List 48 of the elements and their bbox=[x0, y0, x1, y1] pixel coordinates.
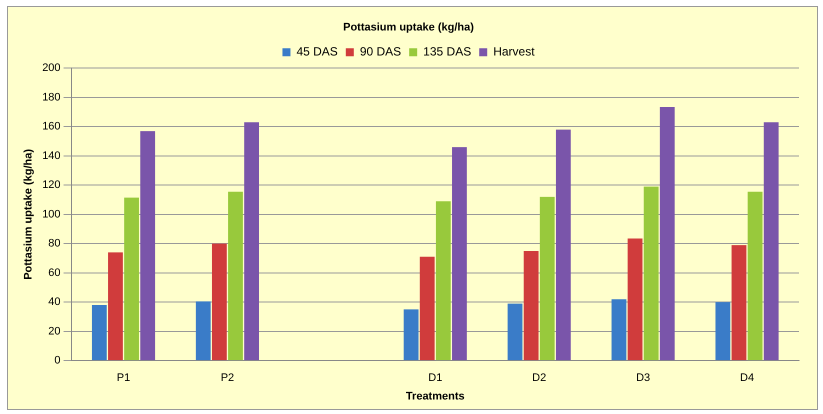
y-tick-label: 100 bbox=[42, 208, 61, 220]
y-tick-label: 0 bbox=[54, 354, 61, 367]
y-tick-label: 180 bbox=[42, 91, 61, 104]
y-tick-label: 200 bbox=[42, 62, 61, 74]
y-tick-label: 120 bbox=[42, 179, 61, 192]
bar bbox=[228, 192, 243, 360]
bar bbox=[715, 302, 730, 360]
x-tick-label: D4 bbox=[740, 372, 754, 384]
bar bbox=[420, 256, 435, 360]
bar bbox=[108, 252, 123, 360]
bar bbox=[508, 304, 522, 360]
y-tick-label: 60 bbox=[48, 266, 61, 279]
legend-label: 135 DAS bbox=[423, 44, 472, 59]
bar bbox=[748, 192, 763, 360]
bar bbox=[140, 131, 156, 360]
legend-label: Harvest bbox=[493, 44, 536, 59]
y-tick-label: 20 bbox=[48, 325, 61, 338]
legend-label: 45 DAS bbox=[296, 44, 338, 59]
bar bbox=[92, 305, 107, 360]
bar bbox=[644, 186, 659, 360]
x-axis-title: Treatments bbox=[406, 390, 465, 402]
x-tick-label: P2 bbox=[220, 372, 234, 384]
bar bbox=[556, 130, 571, 360]
x-tick-label: D2 bbox=[532, 372, 546, 384]
x-tick-label: D1 bbox=[428, 372, 442, 384]
y-tick-label: 160 bbox=[42, 120, 61, 133]
bar bbox=[244, 122, 260, 360]
bar bbox=[540, 196, 555, 360]
bar bbox=[452, 147, 467, 360]
bar bbox=[404, 309, 419, 360]
y-tick-label: 80 bbox=[48, 238, 61, 250]
bar bbox=[124, 198, 139, 360]
bar bbox=[732, 245, 746, 360]
bar bbox=[524, 250, 539, 360]
bar bbox=[212, 244, 227, 360]
x-tick-label: P1 bbox=[116, 372, 130, 384]
bar bbox=[764, 122, 779, 360]
bar bbox=[660, 106, 675, 360]
x-tick-label: D3 bbox=[636, 372, 650, 384]
bar bbox=[628, 238, 642, 360]
chart-title: Pottasium uptake (kg/ha) bbox=[343, 22, 474, 34]
y-axis-title: Pottasium uptake (kg/ha) bbox=[22, 148, 35, 280]
legend-label: 90 DAS bbox=[360, 44, 402, 59]
bar bbox=[612, 299, 626, 360]
bar bbox=[436, 201, 451, 360]
y-tick-label: 140 bbox=[42, 150, 61, 162]
bar bbox=[196, 301, 211, 360]
y-tick-label: 40 bbox=[48, 296, 61, 308]
